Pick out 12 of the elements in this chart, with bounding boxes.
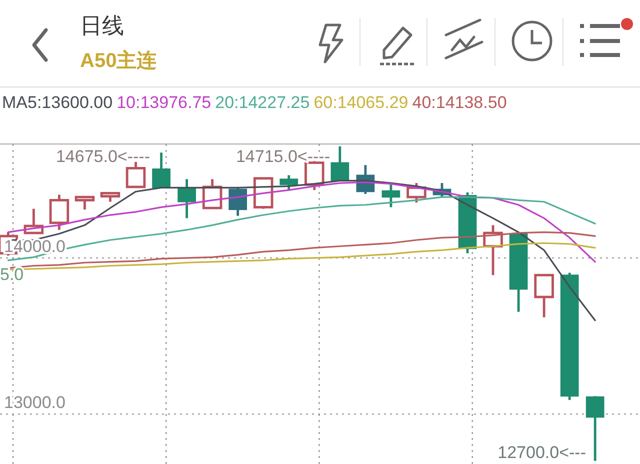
text: 20:14227.25 [215, 93, 310, 112]
y-tick-label: 13000.0 [4, 393, 66, 412]
annotation: 14675.0<---- [56, 147, 150, 166]
chart-subtitle: A50主连 [80, 49, 157, 72]
text: 60:14065.29 [314, 93, 408, 112]
annotation: 12700.0<--- [498, 443, 586, 462]
text: MA5:13600.00 [2, 93, 113, 112]
chart-title: 日线 [80, 13, 124, 38]
text: 40:14138.50 [412, 93, 507, 112]
text: 10:13976.75 [116, 93, 212, 112]
annotation: 14715.0<---- [236, 147, 330, 166]
annotation: 5.0 [0, 264, 24, 284]
